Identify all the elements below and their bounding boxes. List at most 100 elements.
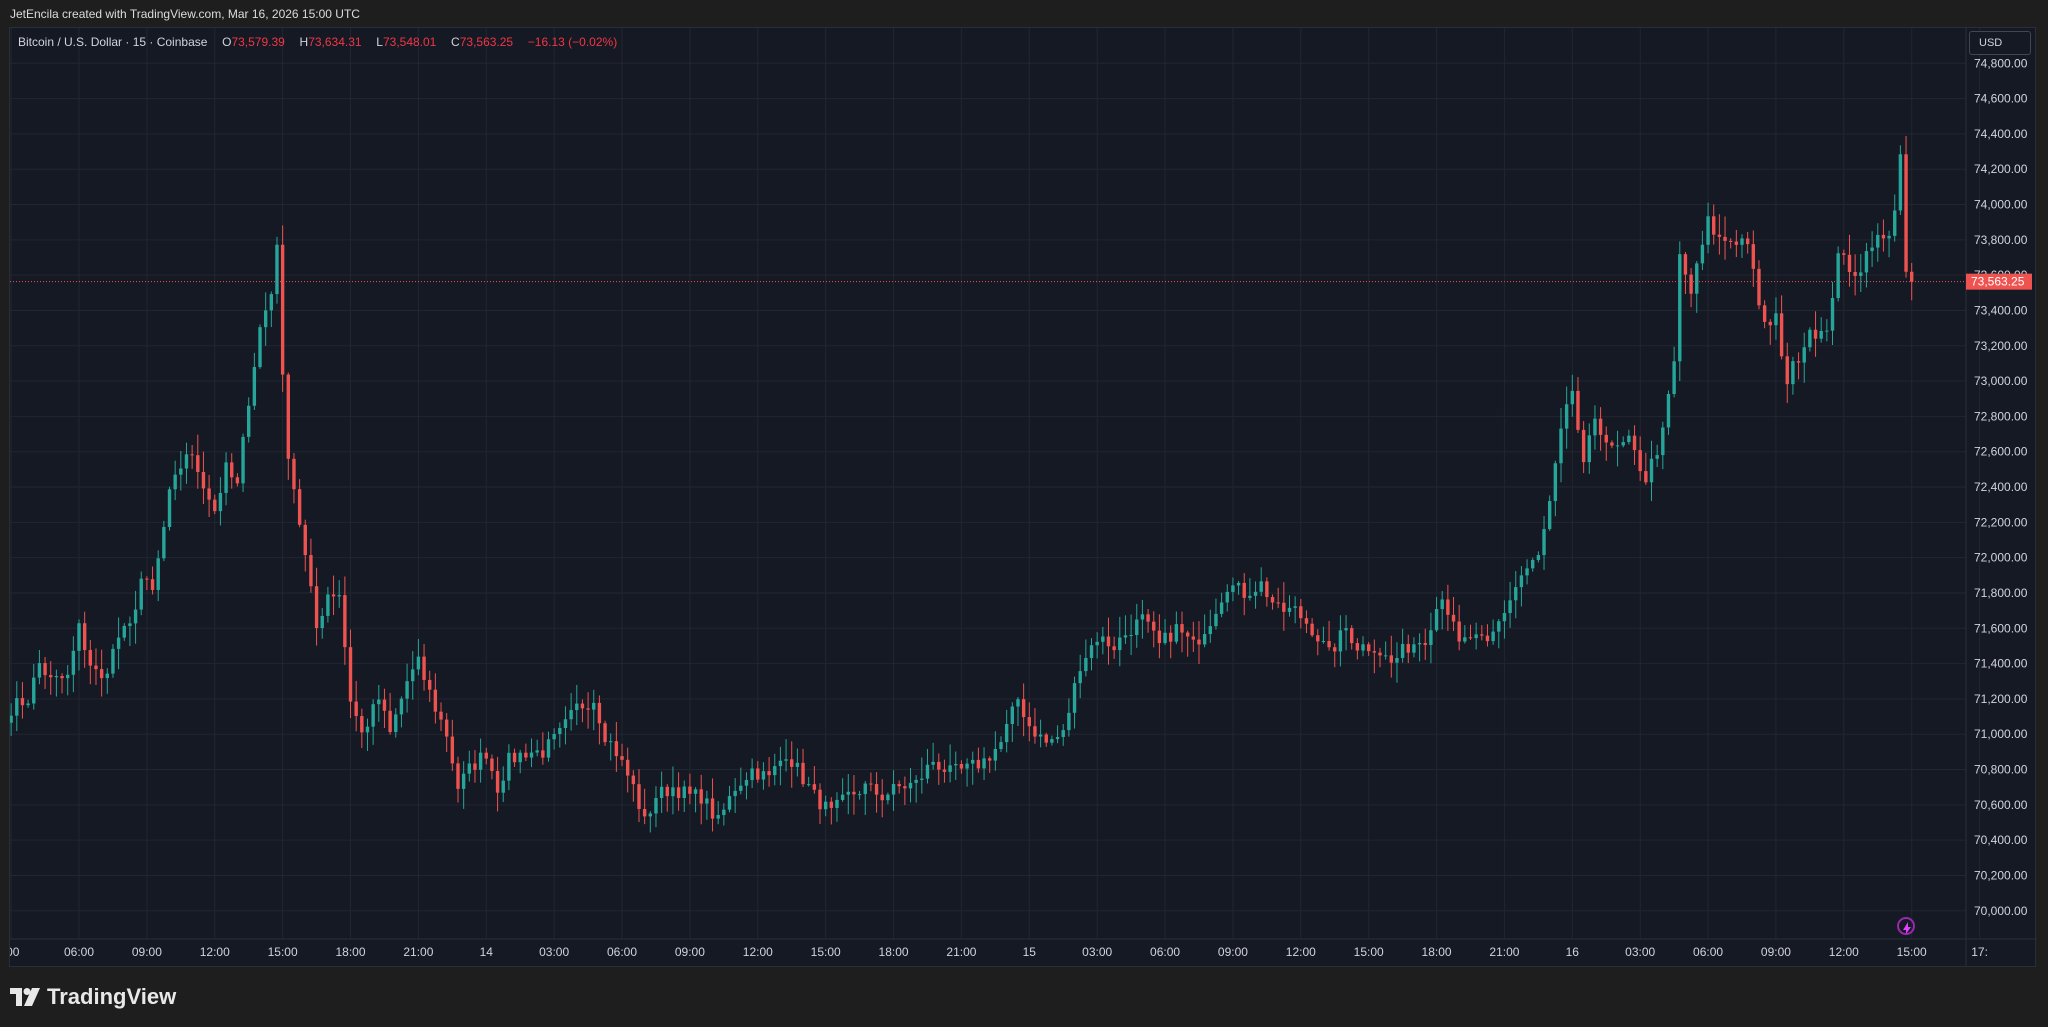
candle bbox=[49, 661, 53, 695]
candle bbox=[795, 748, 800, 777]
candle bbox=[609, 733, 613, 761]
candle-body bbox=[314, 586, 319, 629]
candle-body bbox=[150, 579, 155, 590]
candle-body bbox=[891, 783, 896, 795]
candle bbox=[1740, 234, 1744, 258]
candle-body bbox=[931, 761, 935, 765]
candle-body bbox=[1712, 216, 1716, 235]
candle bbox=[1525, 559, 1529, 585]
candle-body bbox=[580, 703, 585, 709]
candle bbox=[1038, 719, 1043, 748]
candle bbox=[337, 580, 341, 608]
tradingview-logo-icon bbox=[10, 988, 40, 1006]
candle bbox=[682, 780, 686, 813]
candle-body bbox=[897, 783, 901, 787]
tradingview-brand: TradingView bbox=[47, 984, 177, 1009]
candle bbox=[111, 644, 115, 678]
candle bbox=[1078, 654, 1082, 699]
candle bbox=[908, 767, 913, 803]
chart-pane[interactable]: 70,000.00 70,200.00 70,400.00 70,600.00 70,8… bbox=[9, 27, 2037, 968]
candle-body bbox=[659, 786, 664, 798]
time-tick-label: 16 bbox=[1566, 945, 1580, 959]
candle bbox=[863, 781, 867, 815]
candle bbox=[976, 747, 981, 773]
time-tick-label: 06:00 bbox=[1150, 945, 1180, 959]
candle bbox=[1265, 577, 1269, 607]
replay-icon[interactable] bbox=[1897, 917, 1915, 935]
candle-body bbox=[908, 782, 913, 789]
candle bbox=[1163, 619, 1167, 645]
candle-body bbox=[71, 650, 76, 675]
candle bbox=[993, 731, 998, 771]
candle-body bbox=[1536, 555, 1541, 561]
candle bbox=[1468, 624, 1473, 640]
candle-body bbox=[501, 780, 505, 793]
candle bbox=[1067, 698, 1071, 737]
candle bbox=[840, 778, 845, 802]
candle-body bbox=[1468, 637, 1473, 639]
candle-body bbox=[976, 759, 981, 769]
candle bbox=[394, 708, 398, 738]
candle bbox=[614, 721, 619, 772]
candle-body bbox=[1050, 739, 1054, 743]
candle bbox=[727, 785, 732, 813]
candle-body bbox=[1734, 241, 1739, 245]
time-tick-label: 21:00 bbox=[946, 945, 976, 959]
candle-body bbox=[1740, 238, 1744, 245]
candle-body bbox=[750, 768, 754, 781]
candle-body bbox=[145, 578, 149, 580]
candle bbox=[1734, 229, 1739, 258]
candle-body bbox=[43, 663, 47, 676]
candle-body bbox=[710, 798, 715, 819]
candle bbox=[1531, 557, 1535, 572]
candle bbox=[1712, 204, 1716, 245]
candle bbox=[1027, 702, 1031, 742]
candle-body bbox=[1587, 435, 1591, 463]
candle bbox=[309, 538, 313, 593]
candle bbox=[1859, 254, 1863, 293]
candle bbox=[897, 780, 901, 794]
candle bbox=[1559, 408, 1563, 483]
candle bbox=[1870, 231, 1874, 267]
price-tick-label: 71,200.00 bbox=[1974, 692, 2028, 706]
candle bbox=[478, 738, 483, 783]
candle bbox=[829, 797, 834, 825]
candle bbox=[1446, 584, 1450, 631]
candle-body bbox=[1672, 361, 1676, 394]
legend-close-label: C bbox=[451, 35, 460, 49]
candle bbox=[756, 761, 760, 783]
tradingview-logo[interactable]: TradingView bbox=[10, 984, 177, 1009]
price-tick-label: 73,400.00 bbox=[1974, 303, 2028, 317]
currency-button[interactable]: USD bbox=[1969, 31, 2031, 55]
price-chart[interactable]: 70,000.00 70,200.00 70,400.00 70,600.00 70,8… bbox=[10, 28, 2037, 968]
candle bbox=[1649, 440, 1654, 502]
candle-body bbox=[473, 763, 477, 770]
candle-body bbox=[1089, 645, 1094, 658]
candle bbox=[784, 739, 788, 772]
candle bbox=[1570, 374, 1575, 417]
candle-body bbox=[1072, 683, 1077, 713]
candle bbox=[886, 792, 890, 805]
legend-high-label: H bbox=[299, 35, 309, 49]
candle-body bbox=[886, 794, 890, 801]
candle bbox=[450, 719, 455, 771]
candle bbox=[801, 748, 805, 787]
candle-body bbox=[258, 327, 262, 368]
candle-body bbox=[1293, 606, 1297, 608]
candle bbox=[1762, 300, 1767, 329]
candle bbox=[1553, 460, 1558, 517]
candle bbox=[1604, 426, 1608, 461]
candle bbox=[1808, 327, 1812, 352]
candle-body bbox=[167, 489, 172, 527]
candle bbox=[201, 451, 206, 505]
candle bbox=[535, 739, 539, 757]
candle-body bbox=[1242, 582, 1246, 598]
candle bbox=[1395, 642, 1399, 683]
candle-body bbox=[32, 677, 36, 704]
candle-body bbox=[552, 733, 556, 740]
candle bbox=[812, 766, 817, 794]
candle-body bbox=[869, 783, 873, 785]
candle bbox=[1842, 249, 1846, 265]
candle-body bbox=[1383, 655, 1388, 657]
candle-body bbox=[1485, 635, 1490, 642]
